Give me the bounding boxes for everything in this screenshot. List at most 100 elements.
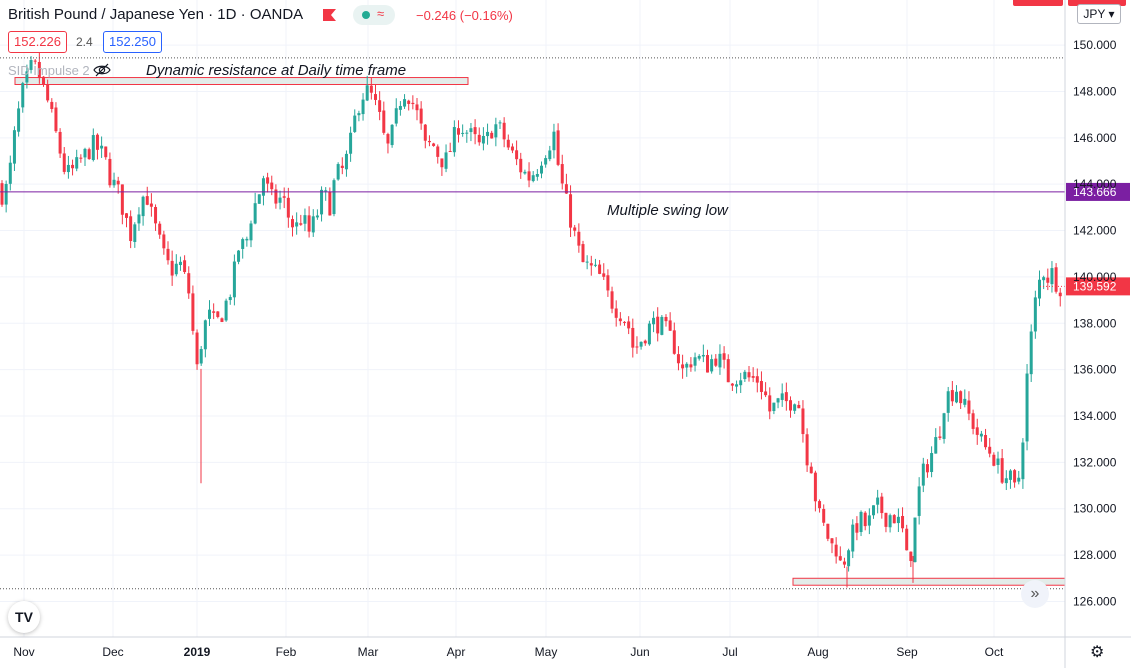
candle-body — [901, 515, 905, 529]
candle-body — [913, 517, 917, 563]
candle-body — [772, 402, 776, 412]
candle-body — [718, 353, 722, 368]
candle-body — [515, 150, 519, 160]
tradingview-logo-icon[interactable]: TV — [8, 601, 40, 633]
candle-body — [473, 127, 477, 135]
flag-icon[interactable] — [323, 9, 336, 21]
indicator-label[interactable]: SID Impulse 2 — [8, 63, 90, 78]
candle-body — [440, 158, 444, 168]
chart-title[interactable]: British Pound / Japanese Yen · 1D · OAND… — [8, 6, 304, 23]
candle-body — [174, 263, 178, 275]
candle-body — [606, 275, 610, 291]
candle-body — [299, 223, 303, 225]
candle-body — [178, 261, 182, 266]
candle-body — [87, 149, 91, 160]
buy-price-button[interactable]: 152.250 — [103, 31, 162, 53]
candle-body — [203, 320, 207, 350]
candle-body — [635, 346, 639, 348]
sell-price-button[interactable]: 152.226 — [8, 31, 67, 53]
candle-body — [730, 383, 734, 386]
candle-body — [544, 158, 548, 165]
candle-body — [925, 464, 929, 473]
price-levels: 143.666 139.592 — [0, 57, 1130, 590]
candle-body — [436, 146, 440, 157]
candle-body — [1046, 277, 1050, 283]
candle-body — [917, 486, 921, 516]
candle-body — [996, 458, 1000, 465]
candle-body — [332, 180, 336, 215]
candle-body — [1058, 292, 1062, 297]
candle-body — [361, 99, 365, 115]
candle-body — [224, 300, 228, 321]
candle-body — [793, 404, 797, 411]
eye-off-icon[interactable] — [93, 62, 111, 83]
candle-body — [805, 434, 809, 466]
y-tick-label: 134.000 — [1073, 409, 1117, 423]
resistance-zone — [14, 77, 469, 86]
candle-body — [241, 239, 245, 249]
candle-body — [0, 183, 4, 205]
candle-body — [681, 364, 685, 369]
candle-body — [535, 173, 539, 177]
candle-body — [33, 60, 37, 62]
swing-low-annotation[interactable]: Multiple swing low — [607, 202, 728, 219]
candle-body — [166, 248, 170, 261]
candle-body — [270, 182, 274, 190]
candle-body — [108, 158, 112, 186]
candle-body — [672, 330, 676, 354]
candle-body — [274, 189, 278, 204]
candle-body — [664, 316, 668, 322]
candle-body — [523, 171, 527, 174]
y-tick-label: 142.000 — [1073, 224, 1117, 238]
candle-body — [1021, 442, 1025, 480]
candle-body — [963, 398, 967, 405]
candle-body — [199, 349, 203, 364]
y-tick-label: 138.000 — [1073, 316, 1117, 330]
candle-body — [506, 139, 510, 148]
candle-body — [344, 153, 348, 170]
x-tick-label: Dec — [102, 645, 123, 659]
y-tick-label: 136.000 — [1073, 363, 1117, 377]
candle-body — [286, 197, 290, 218]
candle-body — [801, 408, 805, 435]
candle-body — [668, 320, 672, 331]
candle-body — [593, 264, 597, 266]
candle-body — [764, 391, 768, 396]
candle-body — [54, 107, 58, 132]
candle-body — [631, 327, 635, 348]
currency-select[interactable]: JPY ▾ — [1077, 4, 1121, 24]
candle-body — [531, 175, 535, 182]
y-tick-label: 128.000 — [1073, 548, 1117, 562]
candle-body — [42, 76, 45, 85]
symbol-tag — [1013, 0, 1063, 6]
resistance-annotation[interactable]: Dynamic resistance at Daily time frame — [146, 62, 407, 79]
double-chevron-right-icon[interactable]: » — [1021, 580, 1049, 608]
x-tick-label: Feb — [276, 645, 297, 659]
candle-body — [610, 291, 614, 309]
candle-body — [618, 318, 622, 322]
candle-body — [448, 151, 452, 153]
candle-body — [75, 157, 79, 169]
candle-body — [880, 496, 884, 514]
candle-body — [548, 150, 552, 160]
candle-body — [212, 311, 216, 313]
x-tick-label: 2019 — [184, 645, 211, 659]
candle-body — [452, 127, 456, 153]
candle-body — [789, 400, 792, 411]
gear-icon[interactable]: ⚙ — [1090, 644, 1105, 661]
candle-body — [975, 427, 979, 435]
candle-body — [560, 164, 564, 184]
candle-body — [228, 297, 232, 301]
chart-grid — [0, 0, 1065, 637]
candle-body — [353, 115, 357, 132]
market-status-badge[interactable]: ≈ — [353, 5, 395, 25]
candle-body — [818, 501, 822, 509]
x-tick-label: Apr — [447, 645, 466, 659]
candle-body — [797, 404, 801, 409]
candle-body — [1029, 331, 1033, 375]
candle-body — [403, 99, 407, 107]
candle-body — [21, 83, 25, 108]
candle-body — [116, 180, 120, 185]
candle-body — [830, 538, 834, 544]
